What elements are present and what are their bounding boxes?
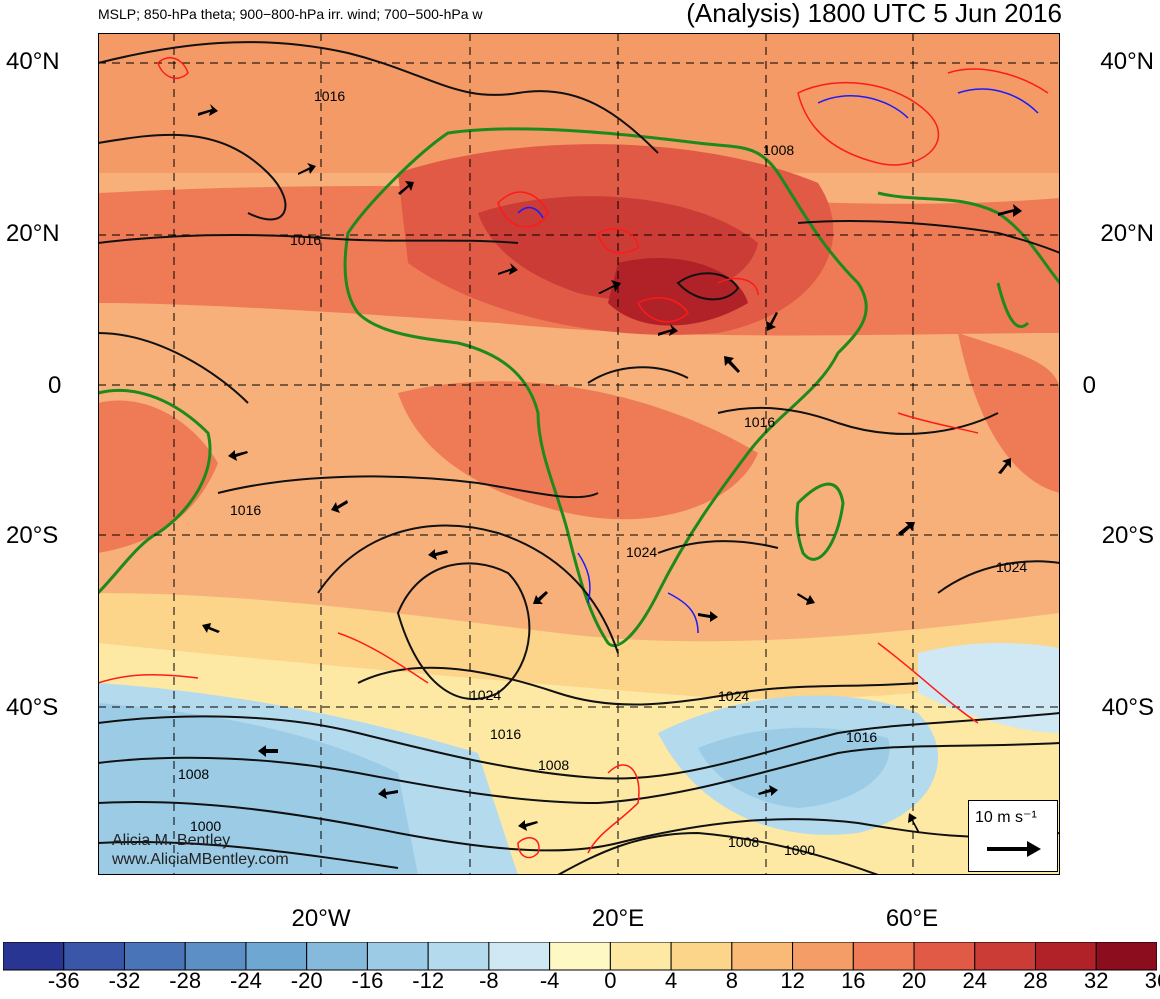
lon-label-20e: 20°E bbox=[591, 905, 645, 932]
colorbar bbox=[3, 942, 1157, 971]
colorbar-tick-label: 4 bbox=[664, 968, 678, 993]
isobar-label: 1000 bbox=[190, 818, 221, 834]
isobar-label: 1008 bbox=[538, 757, 569, 773]
lat-label-eq-left: 0 bbox=[48, 372, 62, 399]
lat-label-20s-right: 20°S bbox=[1101, 522, 1154, 549]
isobar-labels: 1016 1008 1016 1016 1016 1024 1024 1024 … bbox=[178, 88, 1027, 858]
colorbar-tick-label: -24 bbox=[230, 968, 262, 993]
colorbar-tick-label: 24 bbox=[962, 968, 988, 993]
colorbar-tick-label: -16 bbox=[351, 968, 384, 993]
colorbar-swatch bbox=[427, 942, 490, 971]
colorbar-swatch bbox=[852, 942, 915, 971]
lat-label-20s-left: 20°S bbox=[6, 522, 59, 549]
reference-vector-box: 10 m s⁻¹ bbox=[968, 800, 1058, 872]
colorbar-tick-label: -36 bbox=[47, 968, 80, 993]
colorbar-swatch bbox=[913, 942, 976, 971]
colorbar-swatch bbox=[974, 942, 1037, 971]
isobar-label: 1008 bbox=[763, 142, 794, 158]
isobar-label: 1016 bbox=[230, 502, 261, 518]
credit-author: Alicia M. Bentley bbox=[112, 832, 231, 849]
colorbar-tick-label: 8 bbox=[725, 968, 738, 993]
colorbar-tick-label: 12 bbox=[780, 968, 805, 993]
colorbar-tick-label: -8 bbox=[479, 968, 499, 993]
coastlines bbox=[98, 127, 1060, 647]
colorbar-tick-label: 28 bbox=[1023, 968, 1048, 993]
credit-url: www.AliciaMBentley.com bbox=[112, 851, 289, 868]
weather-map: 1016 1008 1016 1016 1016 1024 1024 1024 … bbox=[98, 33, 1060, 875]
colorbar-swatch bbox=[123, 942, 186, 971]
colorbar-swatch bbox=[792, 942, 854, 971]
lat-label-40n-left: 40°N bbox=[6, 48, 60, 75]
graticule bbox=[98, 33, 1060, 875]
isobars bbox=[98, 41, 1060, 875]
reference-arrow-icon bbox=[987, 841, 1041, 857]
isobar-label: 1016 bbox=[290, 232, 321, 248]
isobar-label: 1024 bbox=[996, 559, 1027, 575]
colorbar-swatch bbox=[731, 942, 794, 971]
lat-label-20n-right: 20°N bbox=[1100, 220, 1154, 247]
isobar-label: 1016 bbox=[314, 88, 345, 104]
wind-vectors bbox=[198, 104, 1022, 833]
colorbar-tick-label: 20 bbox=[901, 968, 927, 993]
colorbar-tick-label: -4 bbox=[539, 968, 560, 993]
colorbar-swatch bbox=[488, 942, 551, 971]
isobar-label: 1024 bbox=[470, 687, 501, 703]
reference-vector-label: 10 m s⁻¹ bbox=[975, 809, 1037, 826]
colorbar-tick-label: -12 bbox=[412, 968, 445, 993]
lat-label-40s-left: 40°S bbox=[6, 694, 59, 721]
colorbar-swatch bbox=[3, 942, 65, 971]
colorbar-swatch bbox=[366, 942, 429, 971]
isobar-label: 1008 bbox=[178, 766, 209, 782]
colorbar-swatch bbox=[549, 942, 611, 971]
lon-label-20w: 20°W bbox=[291, 905, 351, 932]
colorbar-tick-label: -32 bbox=[108, 968, 141, 993]
colorbar-tick-label: 36 bbox=[1144, 968, 1160, 993]
colorbar-swatch bbox=[306, 942, 368, 971]
colorbar-swatch bbox=[670, 942, 733, 971]
colorbar-tick-label: 0 bbox=[604, 968, 617, 993]
isobar-label: 1024 bbox=[718, 688, 749, 704]
isobar-label: 1016 bbox=[846, 729, 877, 745]
colorbar-swatch bbox=[184, 942, 247, 971]
isobar-label: 1016 bbox=[490, 726, 521, 742]
colorbar-tick-label: 32 bbox=[1084, 968, 1109, 993]
lat-label-40n-right: 40°N bbox=[1100, 48, 1154, 75]
colorbar-swatch bbox=[1095, 942, 1157, 971]
colorbar-swatch bbox=[1035, 942, 1097, 971]
isobar-label: 1000 bbox=[784, 842, 815, 858]
lat-label-eq-right: 0 bbox=[1082, 372, 1096, 399]
vertical-motion bbox=[98, 57, 1051, 859]
lon-label-60e: 60°E bbox=[885, 905, 939, 932]
colorbar-tick-label: 16 bbox=[841, 968, 866, 993]
colorbar-swatch bbox=[609, 942, 672, 971]
map-header-left: MSLP; 850-hPa theta; 900−800-hPa irr. wi… bbox=[98, 6, 483, 22]
colorbar-tick-label: -28 bbox=[169, 968, 202, 993]
map-frame bbox=[98, 33, 1060, 875]
lat-label-20n-left: 20°N bbox=[6, 220, 60, 247]
isobar-label: 1008 bbox=[728, 834, 759, 850]
map-header-right: (Analysis) 1800 UTC 5 Jun 2016 bbox=[686, 0, 1062, 28]
isobar-label: 1016 bbox=[744, 414, 775, 430]
colorbar-swatch bbox=[63, 942, 125, 971]
lat-label-40s-right: 40°S bbox=[1101, 694, 1154, 721]
colorbar-tick-label: -20 bbox=[290, 968, 323, 993]
isobar-label: 1024 bbox=[626, 544, 657, 560]
colorbar-swatch bbox=[245, 942, 308, 971]
